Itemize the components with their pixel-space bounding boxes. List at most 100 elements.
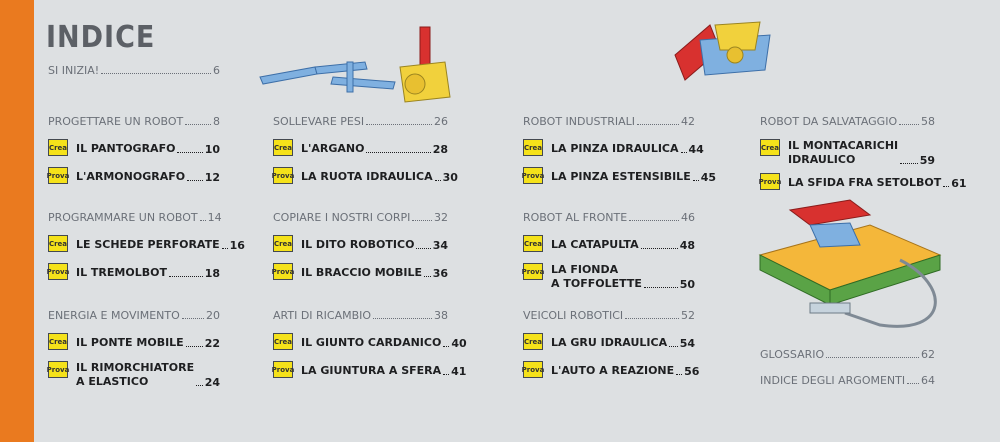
entry-row: Prova LA GIUNTURA A SFERA 41 [272, 361, 466, 378]
entry-row: Prova IL TREMOLBOT 18 [47, 263, 220, 280]
leader [168, 276, 203, 277]
section-label: ROBOT DA SALVATAGGIO [760, 115, 898, 128]
badge: Crea [273, 333, 293, 350]
label-line: L'ARMONOGRAFO [76, 170, 186, 183]
badge: Crea [273, 235, 293, 252]
illustration-pantograph [259, 26, 451, 103]
entry-label: L'ARMONOGRAFO [76, 170, 185, 184]
leader [640, 248, 678, 249]
entry-row: Prova LA FIONDA A TOFFOLETTE 50 [522, 263, 695, 291]
leader [177, 152, 203, 153]
section-row: VEICOLI ROBOTICI 52 [523, 309, 695, 322]
page-number: 41 [451, 365, 467, 378]
section-label: ROBOT AL FRONTE [523, 211, 628, 224]
entry-label: LA RUOTA IDRAULICA [301, 170, 433, 184]
badge: Prova [522, 263, 544, 280]
badge: Prova [272, 361, 294, 378]
entry-label: IL DITO ROBOTICO [301, 238, 414, 252]
page-number: 34 [432, 239, 448, 252]
section-label: COPIARE I NOSTRI CORPI [273, 211, 411, 224]
page-number: 45 [700, 171, 717, 184]
section-label: ENERGIA E MOVIMENTO [48, 309, 180, 322]
page-number: 59 [919, 154, 935, 167]
entry-row: Prova LA PINZA ESTENSIBILE 45 [522, 167, 716, 184]
page-number: 26 [434, 115, 448, 128]
badge: Crea [48, 139, 68, 156]
section-label: PROGRAMMARE UN ROBOT [48, 211, 198, 224]
page-number: 6 [213, 64, 220, 77]
label-line: IL RIMORCHIATORE [76, 361, 195, 374]
leader [366, 152, 431, 153]
label-line: IL TREMOLBOT [76, 266, 167, 279]
leader [680, 152, 687, 153]
leader [185, 346, 203, 347]
leader [416, 248, 431, 249]
entry-row: Crea IL GIUNTO CARDANICO 40 [273, 333, 467, 350]
entry-label: LA SFIDA FRA SETOLBOT [788, 176, 941, 190]
badge: Crea [48, 333, 68, 350]
leader [643, 287, 678, 288]
leader [187, 180, 203, 181]
label-line: LA GRU IDRAULICA [551, 336, 668, 349]
section-label: ARTI DI RICAMBIO [273, 309, 372, 322]
badge: Crea [760, 139, 780, 156]
entry-label: IL PONTE MOBILE [76, 336, 184, 350]
page-number: 61 [951, 177, 967, 190]
leader [676, 374, 683, 375]
badge: Prova [272, 167, 294, 184]
label-line: IL DITO ROBOTICO [301, 238, 415, 251]
page-number: 56 [684, 365, 700, 378]
section-row: ARTI DI RICAMBIO 38 [273, 309, 448, 322]
label-line: IDRAULICO [788, 153, 856, 166]
section-row: PROGETTARE UN ROBOT 8 [48, 115, 220, 128]
entry-label: IL PANTOGRAFO [76, 142, 175, 156]
label-line: A ELASTICO [76, 375, 149, 388]
leader [185, 124, 211, 125]
entry-row: Prova IL RIMORCHIATORE A ELASTICO 24 [47, 361, 220, 389]
entry-row: Crea IL PONTE MOBILE 22 [48, 333, 220, 350]
badge: Crea [523, 333, 543, 350]
leader [443, 374, 450, 375]
page-number: 54 [679, 337, 695, 350]
leader [101, 73, 211, 74]
badge: Prova [47, 361, 69, 378]
page-number: 38 [434, 309, 448, 322]
label-line: IL PANTOGRAFO [76, 142, 176, 155]
entry-row: Prova L'AUTO A REAZIONE 56 [522, 361, 699, 378]
page-number: 42 [681, 115, 695, 128]
badge: Prova [522, 361, 544, 378]
entry-row: Crea IL MONTACARICHI IDRAULICO 59 [760, 139, 935, 167]
section-row: GLOSSARIO 62 [760, 348, 935, 361]
entry-row: Crea IL DITO ROBOTICO 34 [273, 235, 448, 252]
section-row: ENERGIA E MOVIMENTO 20 [48, 309, 220, 322]
page-number: 40 [451, 337, 467, 350]
page-number: 20 [206, 309, 220, 322]
entry-row: Crea LA PINZA IDRAULICA 44 [523, 139, 704, 156]
section-label: SOLLEVARE PESI [273, 115, 365, 128]
badge: Prova [522, 167, 544, 184]
section-label: GLOSSARIO [760, 348, 825, 361]
leader [434, 180, 441, 181]
leader [424, 276, 431, 277]
label-line: IL GIUNTO CARDANICO [301, 336, 442, 349]
label-line: A TOFFOLETTE [551, 277, 642, 290]
page-number: 22 [204, 337, 220, 350]
entry-label: L'AUTO A REAZIONE [551, 364, 674, 378]
leader [669, 346, 678, 347]
entry-label: IL GIUNTO CARDANICO [301, 336, 441, 350]
leader [625, 318, 679, 319]
entry-label: LA PINZA ESTENSIBILE [551, 170, 691, 184]
section-row: SI INIZIA! 6 [48, 64, 220, 77]
label-line: L'ARGANO [301, 142, 365, 155]
label-line: LA FIONDA [551, 263, 619, 276]
side-stripe [0, 0, 34, 442]
section-row: PROGRAMMARE UN ROBOT 14 [48, 211, 222, 224]
section-row: ROBOT INDUSTRIALI 42 [523, 115, 695, 128]
badge: Prova [47, 263, 69, 280]
page-number: 50 [679, 278, 695, 291]
page-number: 24 [204, 376, 220, 389]
page-number: 46 [681, 211, 695, 224]
page-number: 14 [207, 211, 222, 224]
page-number: 36 [432, 267, 448, 280]
label-line: LA PINZA IDRAULICA [551, 142, 679, 155]
